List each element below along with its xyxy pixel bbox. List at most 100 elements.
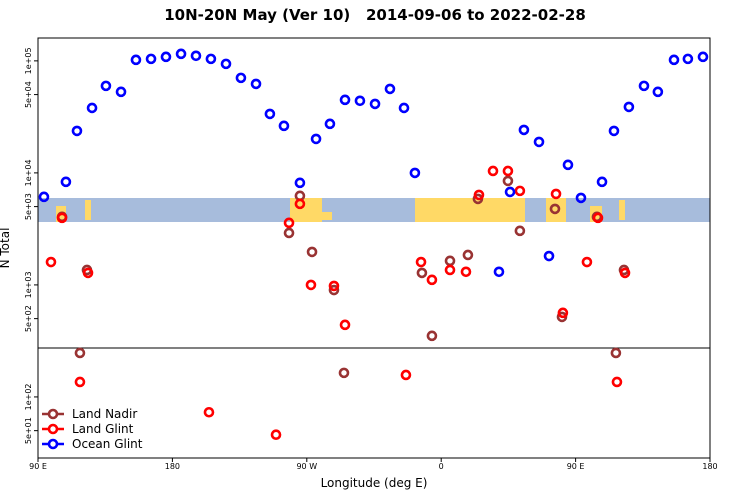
y-tick-label: 1e+02	[24, 383, 33, 410]
point	[338, 367, 350, 379]
y-tick-label: 5e+02	[24, 305, 33, 332]
point	[283, 217, 295, 229]
point	[592, 212, 604, 224]
point	[45, 256, 57, 268]
point	[205, 53, 217, 65]
point	[462, 249, 474, 261]
point	[294, 198, 306, 210]
chart-title: 10N-20N May (Ver 10) 2014-09-06 to 2022-…	[164, 6, 586, 24]
point	[306, 246, 318, 258]
point	[56, 212, 68, 224]
point	[60, 176, 72, 188]
point	[426, 330, 438, 342]
point	[638, 80, 650, 92]
point	[354, 95, 366, 107]
point	[339, 94, 351, 106]
point	[504, 186, 516, 198]
point	[175, 48, 187, 60]
legend-marker	[47, 408, 59, 420]
point	[71, 125, 83, 137]
point	[115, 86, 127, 98]
point	[100, 80, 112, 92]
y-tick-label: 1e+04	[24, 159, 33, 186]
point	[533, 136, 545, 148]
point	[283, 227, 295, 239]
point	[562, 159, 574, 171]
point	[652, 86, 664, 98]
y-tick-label: 5e+01	[24, 417, 33, 444]
legend-label: Ocean Glint	[72, 437, 143, 451]
point	[130, 54, 142, 66]
point	[384, 83, 396, 95]
point	[339, 319, 351, 331]
point	[86, 102, 98, 114]
point	[444, 255, 456, 267]
point	[610, 347, 622, 359]
point	[697, 51, 709, 63]
point	[682, 53, 694, 65]
x-tick-label: 90 E	[567, 462, 585, 471]
point	[502, 165, 514, 177]
point	[549, 203, 561, 215]
point	[235, 72, 247, 84]
point	[278, 120, 290, 132]
y-tick-label: 5e+04	[24, 81, 33, 108]
point	[409, 167, 421, 179]
point	[220, 58, 232, 70]
point	[426, 274, 438, 286]
point	[444, 264, 456, 276]
point	[369, 98, 381, 110]
plot-frame	[37, 37, 711, 459]
point	[473, 189, 485, 201]
point	[294, 177, 306, 189]
point	[460, 266, 472, 278]
point	[514, 185, 526, 197]
point	[305, 279, 317, 291]
point	[493, 266, 505, 278]
x-axis-label: Longitude (deg E)	[321, 476, 428, 490]
point	[619, 267, 631, 279]
legend-label: Land Nadir	[72, 407, 137, 421]
x-tick-label: 180	[702, 462, 717, 471]
point	[668, 54, 680, 66]
point	[550, 188, 562, 200]
point	[518, 124, 530, 136]
point	[557, 307, 569, 319]
point	[543, 250, 555, 262]
legend-label: Land Glint	[72, 422, 134, 436]
point	[487, 165, 499, 177]
x-tick-label: 0	[439, 462, 444, 471]
point	[416, 267, 428, 279]
legend-marker	[47, 438, 59, 450]
x-tick-label: 90 E	[29, 462, 47, 471]
point	[575, 192, 587, 204]
point	[160, 51, 172, 63]
point	[623, 101, 635, 113]
point	[328, 284, 340, 296]
x-tick-label: 90 W	[296, 462, 317, 471]
point	[203, 406, 215, 418]
point	[270, 429, 282, 441]
y-axis-label: N Total	[0, 228, 12, 269]
point	[514, 225, 526, 237]
point	[581, 256, 593, 268]
point	[310, 133, 322, 145]
point	[264, 108, 276, 120]
point	[324, 118, 336, 130]
point	[398, 102, 410, 114]
point	[596, 176, 608, 188]
point	[502, 175, 514, 187]
point	[608, 125, 620, 137]
point	[400, 369, 412, 381]
point	[74, 347, 86, 359]
point	[415, 256, 427, 268]
point	[250, 78, 262, 90]
y-tick-label: 5e+03	[24, 193, 33, 220]
x-tick-label: 180	[165, 462, 180, 471]
point	[611, 376, 623, 388]
point	[190, 50, 202, 62]
y-tick-label: 1e+05	[24, 47, 33, 74]
point	[328, 280, 340, 292]
point	[145, 53, 157, 65]
